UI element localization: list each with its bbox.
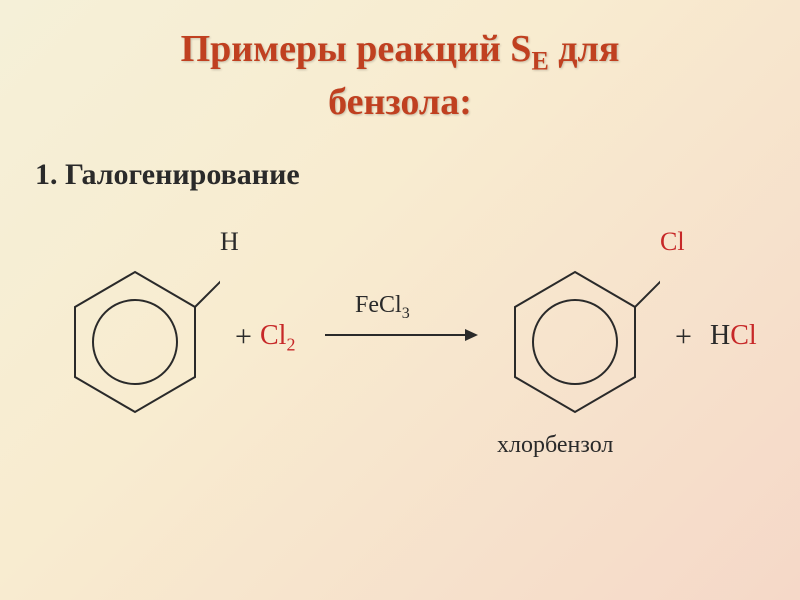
plus-sign-2: + — [675, 320, 692, 354]
plus-sign-1: + — [235, 320, 252, 354]
byproduct-hcl: HCl — [710, 320, 757, 352]
aromatic-circle — [93, 300, 177, 384]
reaction-diagram: H + Cl2 FeCl3 Cl + HCl хлорбензол — [0, 212, 800, 512]
h-label: H — [220, 227, 239, 256]
product-substituent-label: Cl — [660, 227, 685, 257]
substituent-bond — [195, 277, 220, 307]
title-line1-part1: Примеры реакций S — [181, 28, 532, 70]
cl-label: Cl — [660, 227, 685, 256]
title-line2: бензола: — [328, 81, 472, 123]
reactant-benzene-ring — [50, 252, 220, 432]
reactant-substituent-label: H — [220, 227, 239, 257]
hcl-h: H — [710, 320, 730, 351]
cl2-subscript: 2 — [286, 334, 295, 354]
reagent-cl2: Cl2 — [260, 320, 295, 356]
title-line1-part2: для — [549, 28, 620, 70]
product-benzene-ring — [490, 252, 660, 432]
title-subscript: E — [531, 47, 548, 76]
arrow-head — [465, 329, 478, 341]
hcl-cl: Cl — [730, 320, 756, 351]
subtitle-text: 1. Галогенирование — [35, 158, 300, 191]
substituent-bond — [635, 277, 660, 307]
chlorobenzene-text: хлорбензол — [497, 432, 613, 458]
reaction-arrow — [320, 307, 480, 352]
slide-title: Примеры реакций SE для бензола: — [0, 0, 800, 128]
product-name-label: хлорбензол — [497, 432, 613, 459]
cl2-text: Cl — [260, 320, 286, 351]
aromatic-circle — [533, 300, 617, 384]
reaction-type-heading: 1. Галогенирование — [0, 128, 800, 192]
